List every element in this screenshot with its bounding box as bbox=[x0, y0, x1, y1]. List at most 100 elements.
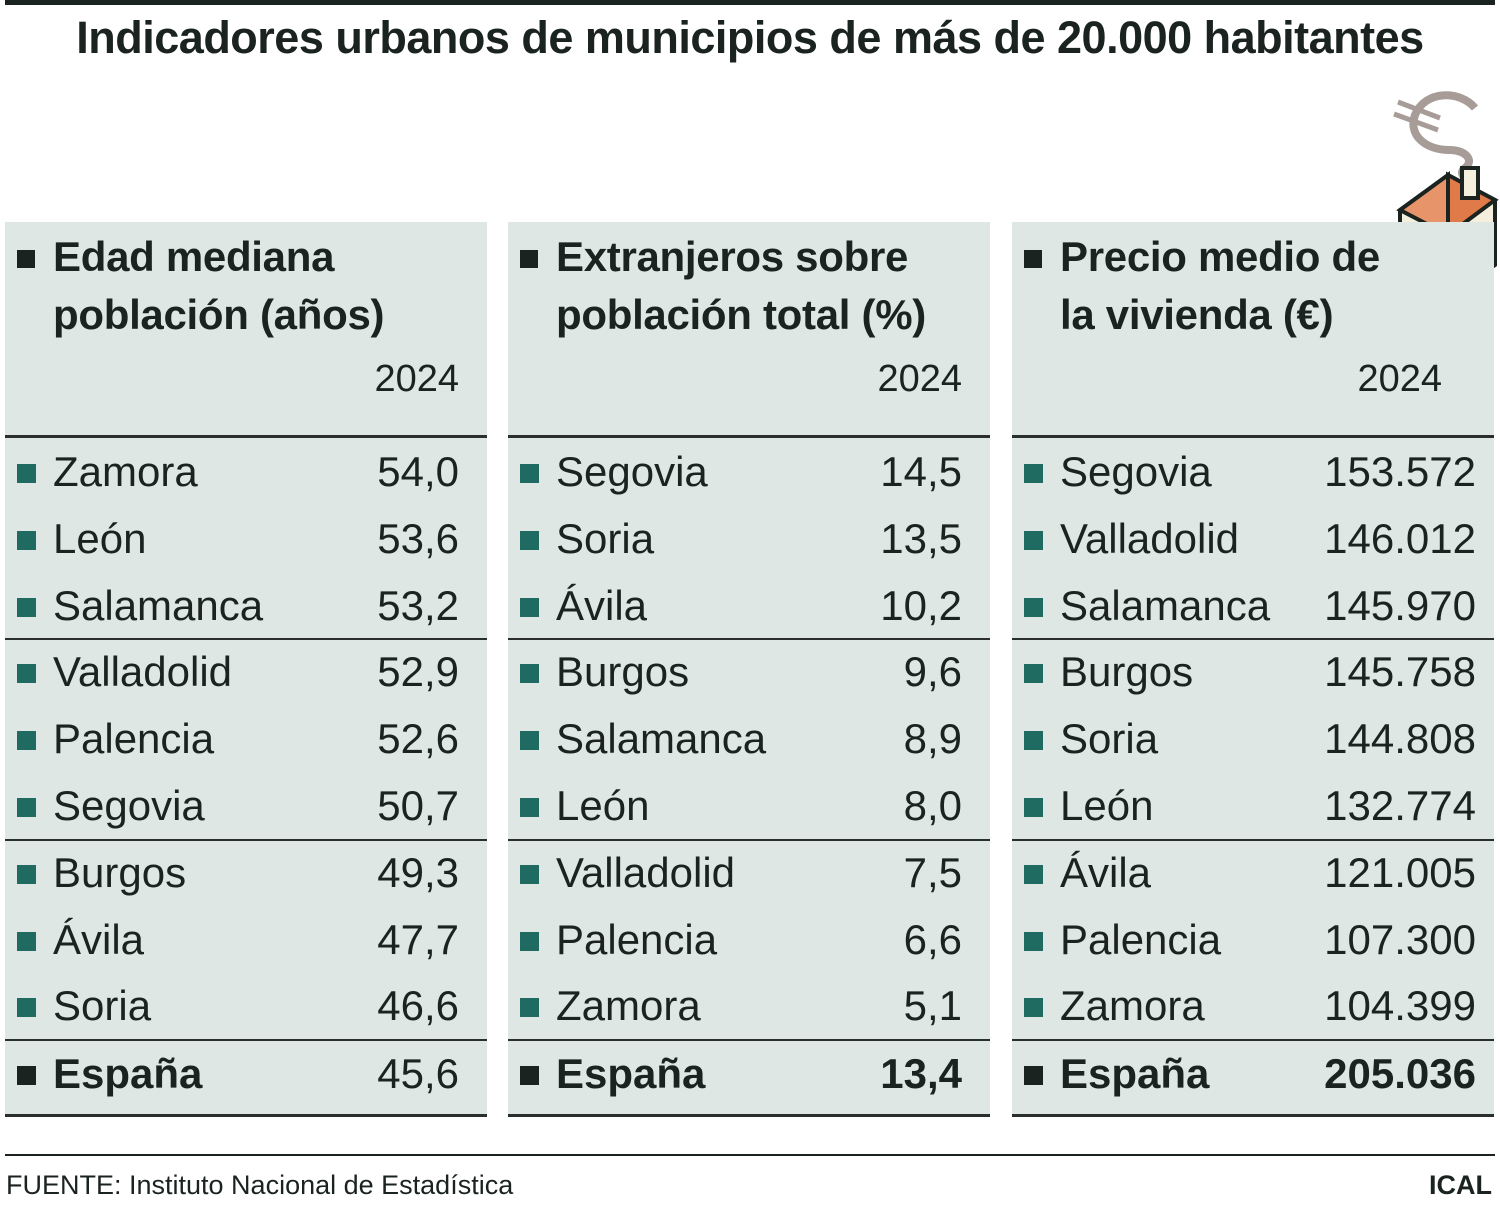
table-row: León 8,0 bbox=[508, 774, 990, 841]
municipality-name: Palencia bbox=[556, 915, 718, 963]
footer-rule bbox=[5, 1154, 1495, 1156]
table-row: Salamanca 145.970 bbox=[1012, 574, 1494, 641]
table-row: Valladolid 7,5 bbox=[508, 841, 990, 908]
municipality-name: Palencia bbox=[53, 715, 215, 763]
value: 107.300 bbox=[1324, 915, 1476, 963]
year-label: 2024 bbox=[877, 358, 962, 400]
divider bbox=[508, 838, 990, 841]
total-value: 205.036 bbox=[1324, 1050, 1476, 1098]
table-row: Palencia 107.300 bbox=[1012, 908, 1494, 975]
value: 6,6 bbox=[903, 915, 962, 963]
municipality-name: León bbox=[556, 782, 650, 829]
heading-bullet bbox=[17, 250, 35, 268]
value: 53,6 bbox=[377, 514, 459, 562]
value: 9,6 bbox=[903, 648, 962, 696]
municipality-name: Valladolid bbox=[1060, 514, 1240, 562]
bullet-icon bbox=[1024, 864, 1043, 884]
table-row: Palencia 52,6 bbox=[5, 707, 487, 774]
value: 104.399 bbox=[1324, 982, 1476, 1030]
municipality-name: Burgos bbox=[556, 648, 690, 696]
panel-heading: Precio medio de la vivienda (€) bbox=[1060, 228, 1380, 344]
bullet-icon bbox=[520, 597, 539, 617]
bullet-icon bbox=[1024, 798, 1043, 817]
bullet-icon bbox=[17, 731, 36, 751]
table-row: Palencia 6,6 bbox=[508, 908, 990, 975]
value: 47,7 bbox=[377, 915, 459, 963]
table-row: Zamora 5,1 bbox=[508, 974, 990, 1041]
value: 50,7 bbox=[377, 782, 459, 829]
table-row: Zamora 54,0 bbox=[5, 440, 487, 507]
table-row: Segovia 50,7 bbox=[5, 774, 487, 841]
bullet-icon bbox=[17, 1066, 36, 1086]
total-value: 45,6 bbox=[377, 1050, 459, 1098]
table-row: Soria 46,6 bbox=[5, 974, 487, 1041]
bullet-icon bbox=[17, 597, 36, 617]
value: 52,9 bbox=[377, 648, 459, 696]
year-label: 2024 bbox=[1357, 358, 1442, 400]
value: 49,3 bbox=[377, 848, 459, 896]
table-row: Segovia 14,5 bbox=[508, 440, 990, 507]
panel-heading: Edad mediana población (años) bbox=[53, 228, 385, 344]
bullet-icon bbox=[17, 530, 36, 550]
value: 121.005 bbox=[1324, 848, 1476, 896]
divider bbox=[508, 435, 990, 438]
municipality-name: Ávila bbox=[53, 915, 145, 963]
table-row: Ávila 121.005 bbox=[1012, 841, 1494, 908]
heading-line: población (años) bbox=[53, 291, 385, 338]
value: 13,5 bbox=[880, 514, 962, 562]
indicator-panel: Edad mediana población (años) 2024 Zamora… bbox=[5, 222, 487, 1117]
heading-bullet bbox=[520, 250, 538, 268]
indicator-panel: Precio medio de la vivienda (€) 2024 Sego… bbox=[1012, 222, 1494, 1117]
divider bbox=[508, 638, 990, 641]
bullet-icon bbox=[520, 731, 539, 751]
divider bbox=[508, 1039, 990, 1042]
value: 132.774 bbox=[1324, 782, 1476, 829]
table-row: Valladolid 52,9 bbox=[5, 640, 487, 707]
municipality-name: Zamora bbox=[556, 982, 701, 1030]
bullet-icon bbox=[1024, 998, 1043, 1018]
bullet-icon bbox=[17, 864, 36, 884]
divider bbox=[5, 838, 487, 841]
value: 54,0 bbox=[377, 448, 459, 495]
total-row: España 13,4 bbox=[508, 1042, 990, 1109]
bullet-icon bbox=[520, 998, 539, 1018]
municipality-name: León bbox=[1060, 782, 1154, 829]
divider bbox=[1012, 638, 1494, 641]
municipality-name: Burgos bbox=[53, 848, 187, 896]
value: 153.572 bbox=[1324, 448, 1476, 495]
heading-bullet bbox=[1024, 250, 1042, 268]
value: 46,6 bbox=[377, 982, 459, 1030]
bullet-icon bbox=[520, 1066, 539, 1086]
year-label: 2024 bbox=[374, 358, 459, 400]
total-name: España bbox=[556, 1050, 706, 1098]
table-row: Soria 144.808 bbox=[1012, 707, 1494, 774]
bullet-icon bbox=[1024, 597, 1043, 617]
bullet-icon bbox=[1024, 464, 1043, 483]
source-note: FUENTE: Instituto Nacional de Estadístic… bbox=[6, 1170, 514, 1200]
total-name: España bbox=[53, 1050, 203, 1098]
municipality-name: Salamanca bbox=[556, 715, 767, 763]
municipality-name: Burgos bbox=[1060, 648, 1194, 696]
divider bbox=[508, 1114, 990, 1117]
bullet-icon bbox=[520, 864, 539, 884]
total-row: España 205.036 bbox=[1012, 1042, 1494, 1109]
municipality-name: Salamanca bbox=[1060, 581, 1271, 629]
municipality-name: Soria bbox=[556, 514, 655, 562]
table-row: Salamanca 53,2 bbox=[5, 574, 487, 641]
bullet-icon bbox=[17, 798, 36, 817]
divider bbox=[1012, 1114, 1494, 1117]
bullet-icon bbox=[520, 464, 539, 483]
value: 145.970 bbox=[1324, 581, 1476, 629]
table-row: Salamanca 8,9 bbox=[508, 707, 990, 774]
bullet-icon bbox=[17, 998, 36, 1018]
value: 53,2 bbox=[377, 581, 459, 629]
municipality-name: Zamora bbox=[1060, 982, 1205, 1030]
value: 7,5 bbox=[903, 848, 962, 896]
heading-line: población total (%) bbox=[556, 291, 926, 338]
municipality-name: Soria bbox=[1060, 715, 1159, 763]
table-row: Burgos 49,3 bbox=[5, 841, 487, 908]
bullet-icon bbox=[520, 664, 539, 684]
table-row: Burgos 9,6 bbox=[508, 640, 990, 707]
panel-heading: Extranjeros sobre población total (%) bbox=[556, 228, 926, 344]
